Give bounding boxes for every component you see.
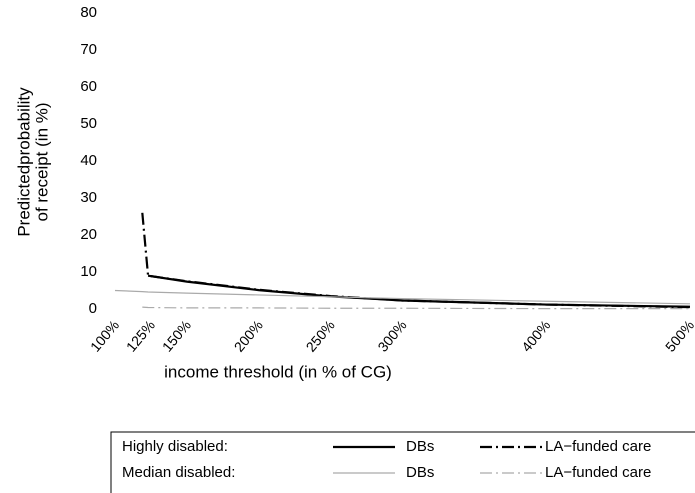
legend-group-label: Highly disabled: — [122, 438, 228, 455]
x-tick-label: 150% — [159, 317, 194, 355]
x-tick-label: 125% — [123, 317, 158, 355]
legend-label: DBs — [406, 464, 434, 481]
legend-label: DBs — [406, 438, 434, 455]
legend-box — [110, 431, 695, 493]
x-tick-label: 250% — [302, 317, 337, 355]
series-line — [141, 212, 691, 309]
y-tick-label: 60 — [80, 78, 97, 95]
y-tick-label: 80 — [80, 4, 97, 21]
x-tick-label: 500% — [662, 317, 695, 355]
y-tick-label: 30 — [80, 189, 97, 206]
series-line — [142, 306, 690, 310]
y-tick-label: 70 — [80, 41, 97, 58]
x-tick-label: 200% — [231, 317, 266, 355]
x-tick-label: 100% — [87, 317, 122, 355]
y-tick-label: 40 — [80, 152, 97, 169]
y-tick-label: 50 — [80, 115, 97, 132]
legend-group-label: Median disabled: — [122, 464, 235, 481]
y-tick-label: 0 — [89, 300, 97, 317]
x-axis-label: income threshold (in % of CG) — [164, 362, 392, 381]
y-axis-label: of receipt (in %) — [32, 102, 51, 221]
legend-label: LA−funded care — [545, 438, 651, 455]
y-axis-label: Predictedprobability — [14, 87, 33, 237]
y-tick-label: 10 — [80, 263, 97, 280]
series-line — [114, 289, 691, 305]
y-tick-label: 20 — [80, 226, 97, 243]
x-tick-label: 300% — [374, 317, 409, 355]
legend-label: LA−funded care — [545, 464, 651, 481]
x-tick-label: 400% — [518, 317, 553, 355]
